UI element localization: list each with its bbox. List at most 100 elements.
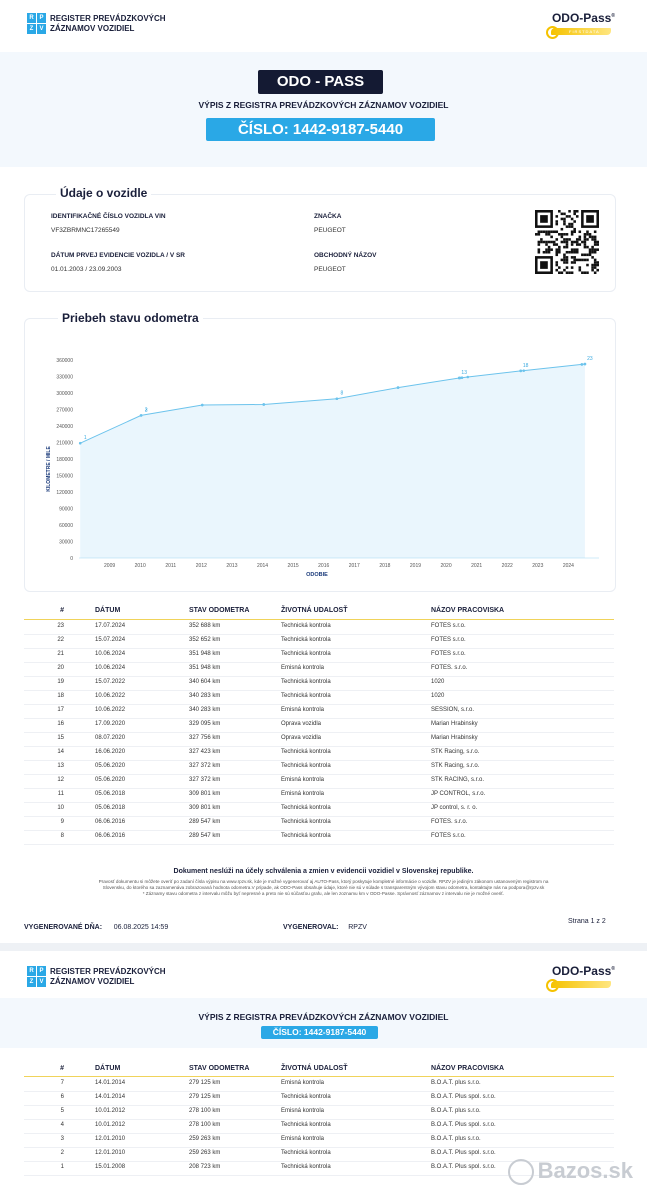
row-date: 14.01.2014 xyxy=(95,1094,126,1100)
row-workshop: FOTES s.r.o. xyxy=(431,651,466,657)
vin-label: IDENTIFIKAČNÉ ČÍSLO VOZIDLA VIN xyxy=(51,213,166,220)
row-date: 10.01.2012 xyxy=(95,1108,126,1114)
row-event: Technická kontrola xyxy=(281,1150,331,1156)
row-workshop: B.O.A.T. plus s.r.o. xyxy=(431,1136,481,1142)
vehicle-card-title: Údaje o vozidle xyxy=(56,186,152,200)
page-indicator: Strana 1 z 2 xyxy=(568,918,606,925)
table-row: 19 15.07.2022 340 604 km Technická kontrola… xyxy=(24,676,614,691)
x-tick-label: 2017 xyxy=(349,563,360,569)
row-number: 16 xyxy=(57,721,64,727)
row-number: 14 xyxy=(57,749,64,755)
x-tick-label: 2021 xyxy=(471,563,482,569)
point-label: 18 xyxy=(523,363,529,369)
row-odometer: 327 372 km xyxy=(189,763,221,769)
odometer-point xyxy=(200,403,204,407)
row-date: 05.06.2018 xyxy=(95,791,126,797)
row-date: 10.06.2022 xyxy=(95,707,126,713)
x-tick-label: 2015 xyxy=(288,563,299,569)
vin-value: VF3ZBRMNC17265549 xyxy=(51,227,120,234)
row-odometer: 352 652 km xyxy=(189,637,221,643)
row-number: 9 xyxy=(60,819,64,825)
odometer-point xyxy=(139,414,143,417)
brand-label: ZNAČKA xyxy=(314,213,342,220)
row-workshop: B.O.A.T. Plus spol. s.r.o. xyxy=(431,1164,496,1170)
registry-title: REGISTER PREVÁDZKOVÝCH ZÁZNAMOV VOZIDIEL xyxy=(50,14,166,33)
row-event: Oprava vozidla xyxy=(281,721,322,727)
row-number: 6 xyxy=(60,1094,64,1100)
row-workshop: JP control, s. r. o. xyxy=(431,805,478,811)
registration-date-label: DÁTUM PRVEJ EVIDENCIE VOZIDLA / V SR xyxy=(51,252,185,259)
row-workshop: B.O.A.T. plus s.r.o. xyxy=(431,1080,481,1086)
odometer-point xyxy=(396,386,400,389)
row-date: 14.01.2014 xyxy=(95,1080,126,1086)
y-tick-label: 150000 xyxy=(56,474,73,480)
qr-code-icon xyxy=(535,210,599,274)
row-number: 22 xyxy=(57,637,64,643)
y-tick-label: 90000 xyxy=(59,507,73,513)
table-row: 5 10.01.2012 278 100 km Emisná kontrola B.O.… xyxy=(24,1105,614,1120)
row-number: 21 xyxy=(57,651,64,657)
table-row: 11 05.06.2018 309 801 km Emisná kontrola JP … xyxy=(24,788,614,803)
row-number: 1 xyxy=(60,1164,64,1170)
x-tick-label: 2014 xyxy=(257,563,268,569)
x-tick-label: 2019 xyxy=(410,563,421,569)
x-tick-label: 2016 xyxy=(318,563,329,569)
row-odometer: 259 263 km xyxy=(189,1136,221,1142)
odometer-point xyxy=(466,375,470,379)
row-workshop: Marian Hrabinsky xyxy=(431,735,478,741)
row-event: Technická kontrola xyxy=(281,623,331,629)
row-date: 10.06.2022 xyxy=(95,693,126,699)
row-event: Technická kontrola xyxy=(281,651,331,657)
row-date: 05.06.2020 xyxy=(95,777,126,783)
x-tick-label: 2012 xyxy=(196,563,207,569)
row-number: 23 xyxy=(57,623,64,629)
table-row: 15 08.07.2020 327 756 km Oprava vozidla Mari… xyxy=(24,732,614,747)
table-header-divider-page2 xyxy=(24,1076,614,1077)
table-row: 4 10.01.2012 278 100 km Technická kontrola B… xyxy=(24,1119,614,1134)
row-date: 17.07.2024 xyxy=(95,623,126,629)
y-tick-label: 240000 xyxy=(56,424,73,430)
row-workshop: FOTES s.r.o. xyxy=(431,637,466,643)
col-workshop-header: NÁZOV PRACOVISKA xyxy=(431,607,505,614)
row-number: 15 xyxy=(57,735,64,741)
row-odometer: 289 547 km xyxy=(189,819,221,825)
table-row: 2 12.01.2010 259 263 km Technická kontrola B… xyxy=(24,1147,614,1162)
odometer-point xyxy=(583,362,587,366)
table-row: 1 15.01.2008 208 723 km Technická kontrola B… xyxy=(24,1161,614,1176)
rpzv-logo: R P Z V xyxy=(27,13,46,34)
hero-subtitle-page2: VÝPIS Z REGISTRA PREVÁDZKOVÝCH ZÁZNAMOV … xyxy=(198,1012,449,1022)
table-row: 17 10.06.2022 340 283 km Emisná kontrola SES… xyxy=(24,704,614,719)
col-event-header: ŽIVOTNÁ UDALOSŤ xyxy=(281,607,348,614)
row-number: 11 xyxy=(57,791,64,797)
row-date: 10.01.2012 xyxy=(95,1122,126,1128)
row-odometer: 289 547 km xyxy=(189,833,221,839)
row-date: 15.07.2024 xyxy=(95,637,126,643)
y-tick-label: 30000 xyxy=(59,540,73,546)
x-tick-label: 2010 xyxy=(135,563,146,569)
row-date: 15.07.2022 xyxy=(95,679,126,685)
row-event: Emisná kontrola xyxy=(281,707,325,713)
row-workshop: B.O.A.T. plus s.r.o. xyxy=(431,1108,481,1114)
table-row: 12 05.06.2020 327 372 km Emisná kontrola STK… xyxy=(24,774,614,789)
row-odometer: 327 756 km xyxy=(189,735,221,741)
generated-by: VYGENEROVAL: RPZV xyxy=(283,924,367,931)
odometer-point xyxy=(519,369,522,373)
page-separator xyxy=(0,943,647,951)
row-number: 19 xyxy=(57,679,64,685)
hero-section-page2: VÝPIS Z REGISTRA PREVÁDZKOVÝCH ZÁZNAMOV … xyxy=(0,998,647,1048)
col-odometer-header: STAV ODOMETRA xyxy=(189,607,250,614)
y-tick-label: 180000 xyxy=(56,457,73,463)
odometer-area xyxy=(80,364,585,558)
table-row: 21 10.06.2024 351 948 km Technická kontrola… xyxy=(24,648,614,663)
odo-pass-logo-page2: ODO-Pass® xyxy=(551,964,615,978)
table-header-divider xyxy=(24,619,614,620)
y-tick-label: 270000 xyxy=(56,408,73,414)
row-workshop: B.O.A.T. Plus spol. s.r.o. xyxy=(431,1150,496,1156)
table-header: # DÁTUM STAV ODOMETRA ŽIVOTNÁ UDALOSŤ NÁ… xyxy=(24,607,614,619)
row-odometer: 340 283 km xyxy=(189,707,221,713)
hero-section: ODO - PASS VÝPIS Z REGISTRA PREVÁDZKOVÝC… xyxy=(0,52,647,167)
row-date: 05.06.2020 xyxy=(95,763,126,769)
row-date: 10.06.2024 xyxy=(95,651,126,657)
row-number: 18 xyxy=(57,693,64,699)
point-label: 23 xyxy=(587,356,593,362)
